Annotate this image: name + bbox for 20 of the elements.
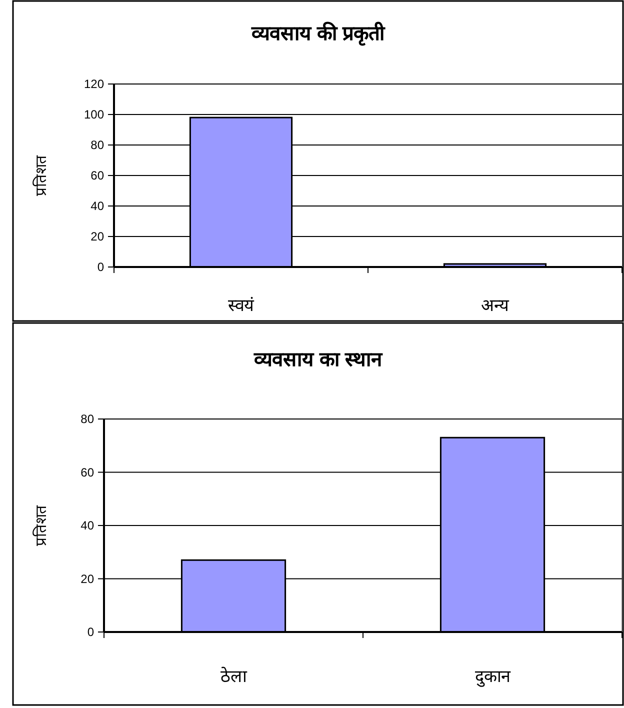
y-tick-label: 80 (80, 412, 94, 426)
chart-title: व्यवसाय का स्थान (252, 349, 384, 371)
y-axis-title: प्रतिशत (32, 505, 50, 546)
chart-title: व्यवसाय की प्रकृती (250, 21, 386, 46)
y-tick-label: 40 (80, 518, 94, 532)
x-tick-label: अन्य (481, 296, 510, 315)
x-tick-label: दुकान (475, 667, 511, 687)
y-tick-label: 20 (90, 230, 104, 244)
y-tick-label: 120 (84, 77, 104, 91)
y-tick-label: 0 (97, 260, 104, 274)
y-axis-title: प्रतिशत (32, 155, 50, 196)
x-tick-label: स्वयं (228, 296, 255, 315)
y-tick-label: 60 (80, 465, 94, 480)
y-tick-label: 0 (87, 625, 94, 639)
x-tick-label: ठेला (220, 666, 248, 686)
y-tick-label: 40 (90, 199, 104, 213)
y-tick-label: 20 (80, 572, 94, 586)
y-tick-label: 100 (84, 108, 104, 122)
y-tick-label: 80 (90, 138, 104, 152)
y-tick-label: 60 (90, 168, 104, 182)
